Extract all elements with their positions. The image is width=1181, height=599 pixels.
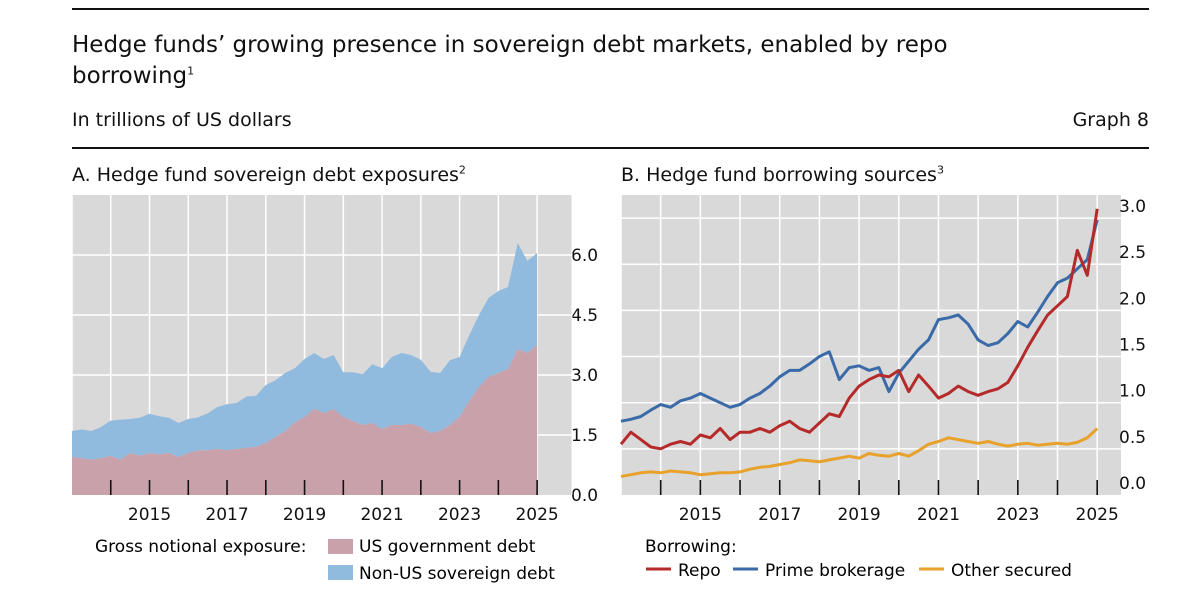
area-us-government-debt bbox=[72, 345, 538, 495]
area-non-us-sovereign-debt bbox=[72, 243, 538, 460]
panel-b-title: B. Hedge fund borrowing sources3 bbox=[621, 163, 944, 186]
panel-a-y-tick-label: 4.5 bbox=[571, 306, 598, 326]
panel-b-y-tick-label: 2.5 bbox=[1119, 243, 1146, 263]
panel-a-y-tick-label: 0.0 bbox=[571, 486, 598, 506]
line-other-secured bbox=[620, 427, 1099, 478]
panel-b-x-tick-label: 2025 bbox=[1076, 505, 1119, 525]
panel-a-y-tick-label: 1.5 bbox=[571, 426, 598, 446]
panel-a-y-tick-label: 6.0 bbox=[571, 246, 598, 266]
legend-label-repo: Repo bbox=[678, 561, 721, 581]
legend-label-us-government: US government debt bbox=[359, 537, 536, 557]
line-prime-brokerage bbox=[620, 219, 1099, 423]
legend-label-prime-brokerage: Prime brokerage bbox=[765, 561, 905, 581]
legend-a-heading: Gross notional exposure: bbox=[95, 537, 306, 557]
panel-a-x-tick-label: 2021 bbox=[360, 505, 403, 525]
panel-b-y-tick-label: 2.0 bbox=[1119, 289, 1146, 309]
legend-label-other-secured: Other secured bbox=[951, 561, 1072, 581]
panel-a-x-tick-label: 2015 bbox=[128, 505, 171, 525]
graph-number: Graph 8 bbox=[1072, 109, 1149, 131]
panel-a-title: A. Hedge fund sovereign debt exposures2 bbox=[72, 163, 466, 186]
panel-a-legend: Gross notional exposure: US government d… bbox=[95, 537, 555, 584]
panel-a-x-tick-label: 2017 bbox=[205, 505, 248, 525]
legend-label-non-us-sovereign: Non-US sovereign debt bbox=[359, 564, 555, 584]
panel-b-plot-background bbox=[621, 195, 1121, 495]
legend-swatch-non-us-sovereign bbox=[328, 565, 353, 580]
panel-a-chart: 2015 2017 2019 2021 2023 2025 0.0 1.5 3.0 4.5 6.0 bbox=[71, 195, 598, 525]
panel-b-x-tick-label: 2019 bbox=[837, 505, 880, 525]
panel-a-y-tick-label: 3.0 bbox=[571, 366, 598, 386]
panel-a-x-tick-label: 2023 bbox=[438, 505, 481, 525]
legend-swatch-us-government bbox=[328, 539, 353, 554]
panel-a-x-tick-label: 2025 bbox=[515, 505, 558, 525]
line-repo bbox=[619, 208, 1099, 451]
panel-b-y-tick-label: 0.5 bbox=[1119, 428, 1146, 448]
panel-b-y-tick-label: 1.0 bbox=[1119, 382, 1146, 402]
panel-b-y-tick-label: 3.0 bbox=[1119, 197, 1146, 217]
panel-b-y-tick-label: 0.0 bbox=[1119, 474, 1146, 494]
graph-title: Hedge funds’ growing presence in soverei… bbox=[72, 32, 948, 89]
legend-b-heading: Borrowing: bbox=[645, 537, 737, 557]
panel-b-y-tick-label: 1.5 bbox=[1119, 336, 1146, 356]
header-rule bbox=[72, 147, 1149, 149]
panel-b-x-tick-label: 2015 bbox=[679, 505, 722, 525]
panel-b-legend: Borrowing: Repo Prime brokerage Other se… bbox=[645, 537, 1072, 581]
top-rule bbox=[72, 8, 1149, 10]
panel-b-x-tick-label: 2023 bbox=[996, 505, 1039, 525]
units-subtitle: In trillions of US dollars bbox=[72, 109, 292, 131]
panel-b-x-tick-label: 2021 bbox=[917, 505, 960, 525]
panel-a-x-tick-label: 2019 bbox=[283, 505, 326, 525]
panel-b-x-tick-label: 2017 bbox=[758, 505, 801, 525]
